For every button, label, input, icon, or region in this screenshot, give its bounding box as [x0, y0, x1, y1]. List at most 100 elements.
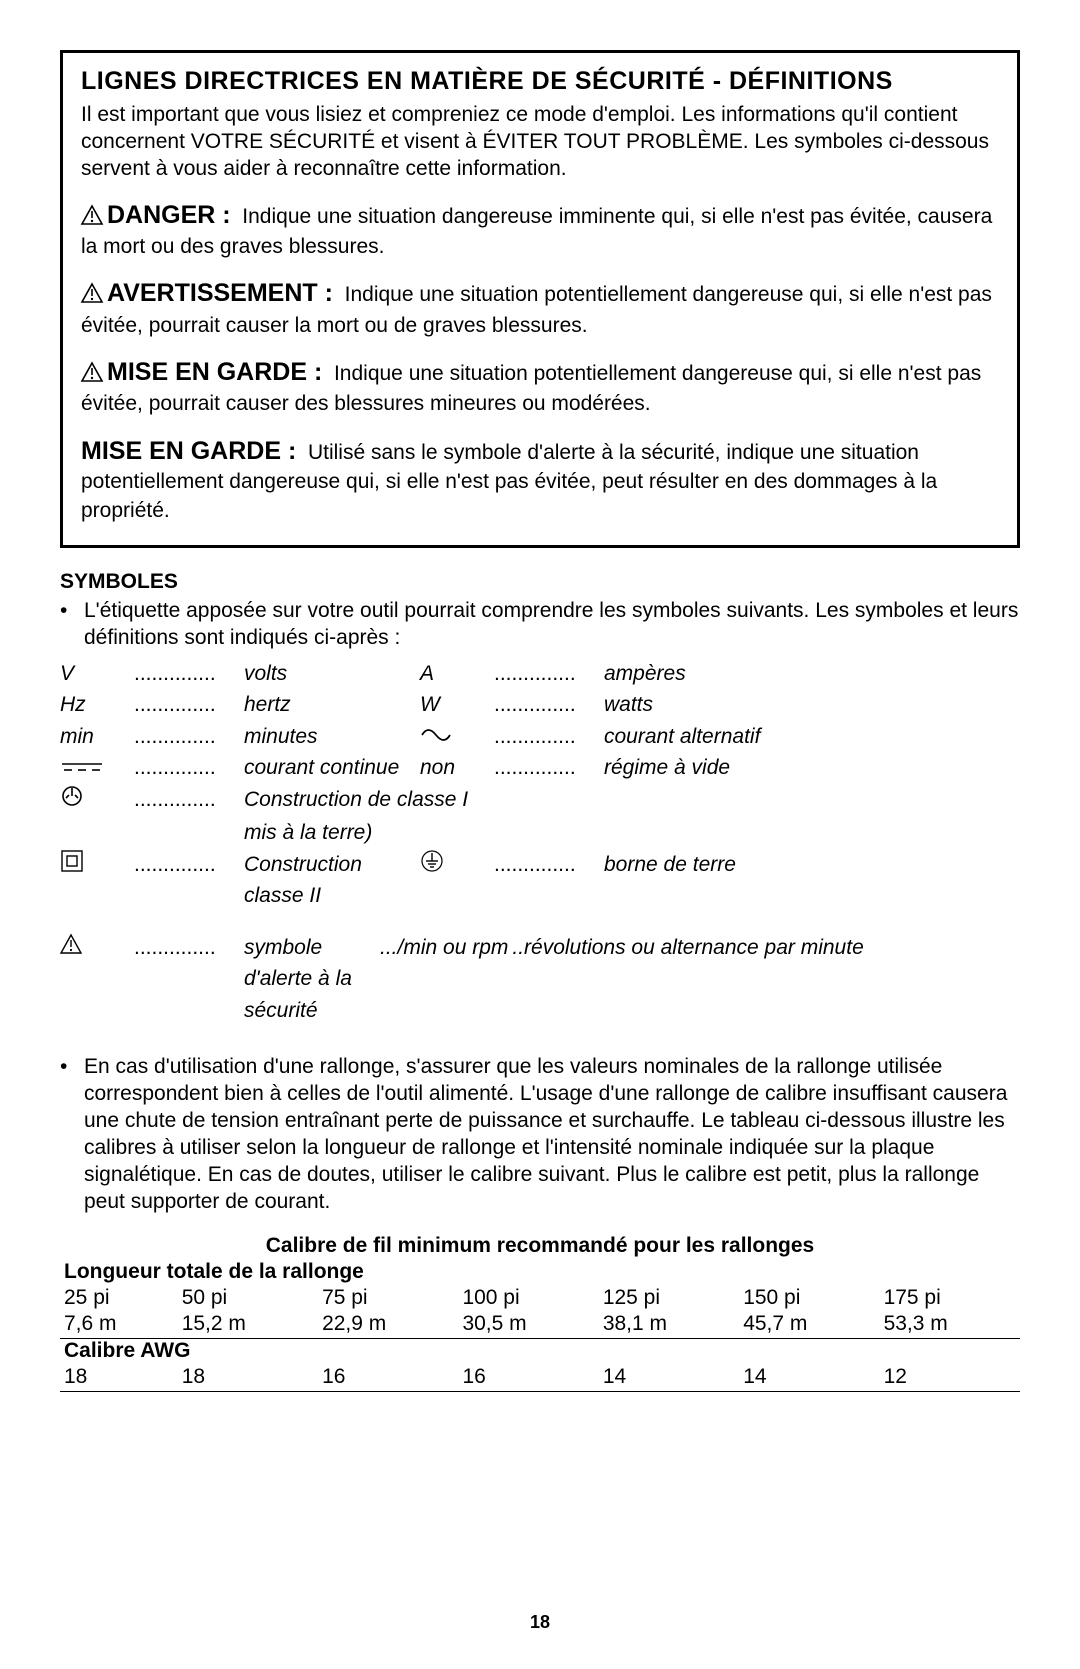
symbol-row: Hz .............. hertz W ..............…: [60, 689, 1020, 721]
table-row: 7,6 m 15,2 m 22,9 m 30,5 m 38,1 m 45,7 m…: [60, 1312, 1020, 1339]
symbol-dots: ..............: [134, 932, 244, 964]
symbol-dots: ..............: [494, 849, 604, 881]
mise-en-garde-2-block: MISE EN GARDE : Utilisé sans le symbole …: [81, 435, 999, 525]
ac-icon: [420, 721, 494, 753]
symbol-key: .../min ou rpm: [380, 932, 508, 964]
mise-en-garde-2-label: MISE EN GARDE :: [81, 437, 296, 465]
alert-icon: [81, 283, 103, 311]
danger-label: DANGER :: [107, 201, 231, 229]
symbol-row: .............. symbole d'alerte à la ...…: [60, 932, 1020, 995]
symbol-dots: ..............: [494, 721, 604, 753]
symbol-value: minutes: [244, 721, 420, 753]
symbol-value: borne de terre: [604, 849, 1020, 881]
safety-intro: Il est important que vous lisiez et comp…: [81, 102, 999, 183]
dc-icon: [60, 752, 134, 784]
ground-icon: [420, 849, 494, 883]
symbol-key: non: [420, 752, 494, 784]
symbol-row: .............. mis à la terre): [60, 817, 1020, 849]
safety-title: LIGNES DIRECTRICES EN MATIÈRE DE SÉCURIT…: [81, 67, 999, 96]
cell: 16: [458, 1365, 598, 1392]
symbol-key: W: [420, 689, 494, 721]
cell: 18: [60, 1365, 178, 1392]
cell: 75 pi: [318, 1286, 458, 1312]
symbol-row: .............. Construction de classe I: [60, 784, 1020, 818]
cell: 100 pi: [458, 1286, 598, 1312]
symbol-value: courant continue: [244, 752, 420, 784]
cell: 125 pi: [599, 1286, 739, 1312]
symbol-dots: ..............: [134, 849, 244, 881]
cell: 150 pi: [739, 1286, 879, 1312]
rallonge-intro-text: En cas d'utilisation d'une rallonge, s'a…: [84, 1054, 1020, 1215]
danger-block: DANGER : Indique une situation dangereus…: [81, 199, 999, 262]
symbol-row: min .............. minutes .............…: [60, 721, 1020, 753]
symbol-key: A: [420, 658, 494, 690]
symbol-key: V: [60, 658, 134, 690]
cord-sub: Longueur totale de la rallonge: [60, 1260, 1020, 1286]
table-row: 18 18 16 16 14 14 12: [60, 1365, 1020, 1392]
symbols-heading: SYMBOLES: [60, 570, 1020, 594]
symbols-intro-text: L'étiquette apposée sur votre outil pour…: [84, 598, 1020, 652]
cell: 14: [739, 1365, 879, 1392]
symbol-value: Construction de classe I: [244, 784, 1020, 816]
symbol-row: V .............. volts A .............. …: [60, 658, 1020, 690]
symbol-dots: ..............: [494, 689, 604, 721]
cell: 7,6 m: [60, 1312, 178, 1339]
symbol-dots: ..............: [134, 721, 244, 753]
cell: 18: [178, 1365, 318, 1392]
cell: 25 pi: [60, 1286, 178, 1312]
cell: 12: [880, 1365, 1020, 1392]
cell: 22,9 m: [318, 1312, 458, 1339]
alert-icon: [60, 932, 134, 964]
symbol-value: Construction classe II: [244, 849, 420, 912]
cell: 50 pi: [178, 1286, 318, 1312]
symbol-row: .............. courant continue non ....…: [60, 752, 1020, 784]
symbol-value: ..révolutions ou alternance par minute: [512, 932, 1020, 964]
symbol-dots: ..............: [134, 784, 244, 816]
symbol-row: .............. Construction classe II ..…: [60, 849, 1020, 912]
alert-icon: [81, 362, 103, 390]
cell: 175 pi: [880, 1286, 1020, 1312]
rallonge-intro: • En cas d'utilisation d'une rallonge, s…: [60, 1054, 1020, 1215]
symbol-value: sécurité: [244, 995, 420, 1027]
mise-en-garde-1-label: MISE EN GARDE :: [107, 358, 322, 386]
symbol-dots: ..............: [134, 658, 244, 690]
symbol-dots: ..............: [134, 752, 244, 784]
symbol-value: hertz: [244, 689, 420, 721]
symbol-dots: ..............: [134, 689, 244, 721]
symbol-value: mis à la terre): [244, 817, 1020, 849]
awg-label: Calibre AWG: [60, 1338, 1020, 1365]
symbol-value: symbole d'alerte à la: [244, 932, 380, 995]
cell: 30,5 m: [458, 1312, 598, 1339]
page: LIGNES DIRECTRICES EN MATIÈRE DE SÉCURIT…: [0, 0, 1080, 1669]
symbol-dots: ..............: [494, 658, 604, 690]
page-number: 18: [0, 1612, 1080, 1633]
cell: 14: [599, 1365, 739, 1392]
cell: 16: [318, 1365, 458, 1392]
avertissement-block: AVERTISSEMENT : Indique une situation po…: [81, 277, 999, 340]
cell: 38,1 m: [599, 1312, 739, 1339]
cell: 45,7 m: [739, 1312, 879, 1339]
symbol-row: .............. sécurité: [60, 995, 1020, 1027]
symbol-value: régime à vide: [604, 752, 1020, 784]
bullet-dot: •: [60, 598, 84, 652]
symbols-table: V .............. volts A .............. …: [60, 658, 1020, 1027]
cord-table: Longueur totale de la rallonge 25 pi 50 …: [60, 1260, 1020, 1392]
cell: 53,3 m: [880, 1312, 1020, 1339]
class-i-icon: [60, 784, 134, 818]
table-row: Longueur totale de la rallonge: [60, 1260, 1020, 1286]
class-ii-icon: [60, 849, 134, 883]
avertissement-label: AVERTISSEMENT :: [107, 279, 333, 307]
mise-en-garde-1-block: MISE EN GARDE : Indique une situation po…: [81, 356, 999, 419]
symbol-key: min: [60, 721, 134, 753]
symbol-dots: ..............: [494, 752, 604, 784]
symbol-value: volts: [244, 658, 420, 690]
symbol-value: ampères: [604, 658, 1020, 690]
symbol-key: Hz: [60, 689, 134, 721]
symbol-value: courant alternatif: [604, 721, 1020, 753]
safety-box: LIGNES DIRECTRICES EN MATIÈRE DE SÉCURIT…: [60, 50, 1020, 548]
symbol-value: watts: [604, 689, 1020, 721]
table-row: 25 pi 50 pi 75 pi 100 pi 125 pi 150 pi 1…: [60, 1286, 1020, 1312]
symbols-intro: • L'étiquette apposée sur votre outil po…: [60, 598, 1020, 652]
cell: 15,2 m: [178, 1312, 318, 1339]
alert-icon: [81, 205, 103, 233]
